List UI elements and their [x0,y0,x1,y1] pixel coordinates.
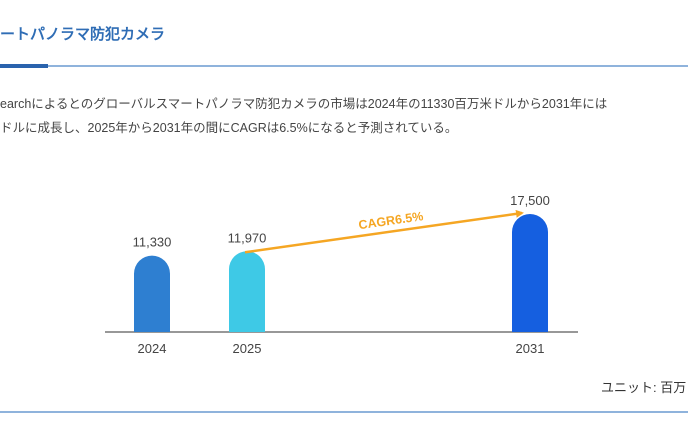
x-tick-2025: 2025 [233,341,262,356]
value-label-2031: 17,500 [510,193,550,208]
cagr-arrow [244,209,524,254]
bottom-divider [0,411,688,413]
bar-2031 [512,214,548,332]
section-title: ートパノラマ防犯カメラ [0,26,166,43]
description-line-2: ドルに成長し、2025年から2031年の間にCAGRは6.5%になると予測されて… [0,121,458,135]
x-tick-2031: 2031 [516,341,545,356]
title-divider [0,65,688,67]
bar-2025 [229,251,265,332]
bar-2024 [134,255,170,332]
x-tick-2024: 2024 [138,341,167,356]
description-line-1: earchによるとのグローバルスマートパノラマ防犯カメラの市場は2024年の11… [0,97,608,111]
value-label-2024: 11,330 [133,235,172,250]
unit-label: ユニット: 百万 [601,380,687,395]
value-label-2025: 11,970 [228,230,267,245]
title-divider-accent [0,64,48,68]
